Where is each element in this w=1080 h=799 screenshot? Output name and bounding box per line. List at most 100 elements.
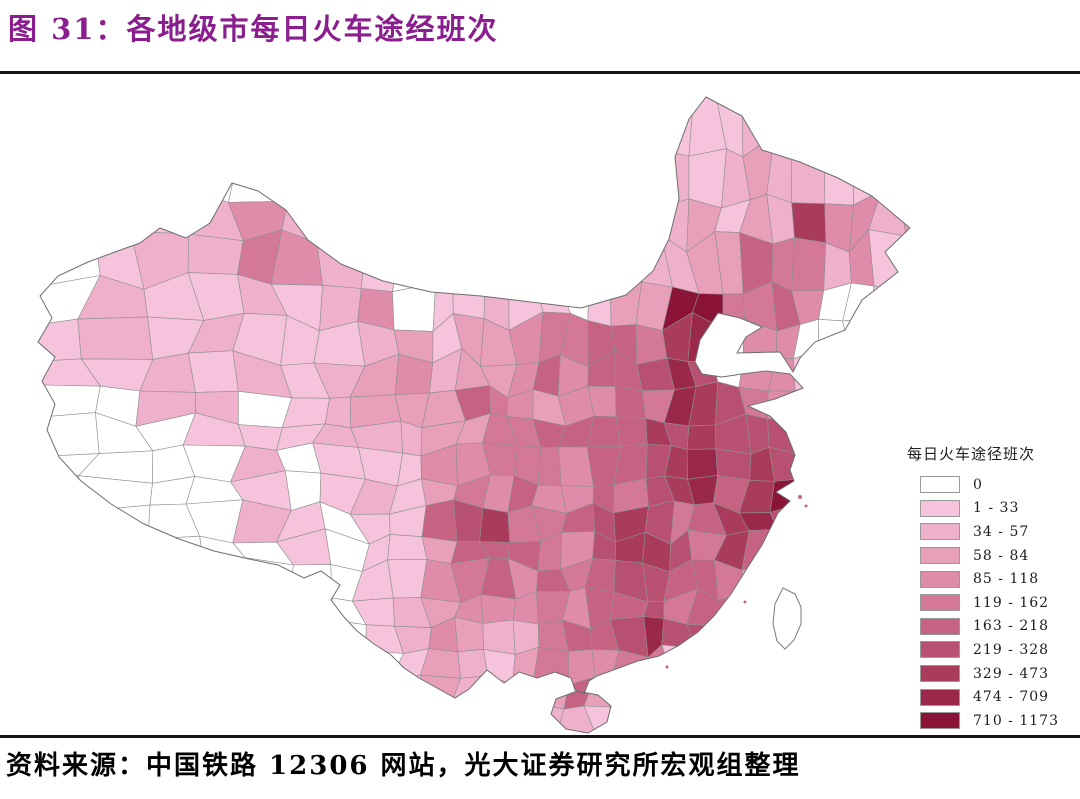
prefecture-cell — [452, 140, 491, 208]
prefecture-cell — [130, 593, 200, 627]
prefecture-cell — [849, 451, 882, 481]
prefecture-cell — [350, 134, 404, 208]
prefecture-cell — [686, 677, 716, 718]
prefecture-cell — [842, 620, 876, 656]
prefecture-cell — [535, 234, 562, 284]
prefecture-cell — [487, 675, 513, 715]
prefecture-cell — [318, 97, 361, 159]
prefecture-cell — [818, 625, 850, 656]
prefecture-cell — [869, 707, 904, 733]
prefecture-cell — [136, 703, 197, 733]
prefecture-cell — [532, 684, 570, 710]
source-note: 资料来源：中国铁路 12306 网站，光大证券研究所宏观组整理 — [6, 751, 801, 781]
prefecture-cell — [505, 97, 539, 149]
prefecture-cell — [666, 677, 690, 717]
prefecture-cell — [608, 151, 649, 201]
prefecture-cell — [490, 196, 510, 233]
prefecture-cell — [505, 144, 539, 198]
prefecture-cell — [794, 442, 828, 480]
prefecture-cell — [874, 387, 904, 414]
prefecture-cell — [187, 233, 244, 275]
prefecture-cell — [584, 97, 615, 154]
prefecture-cell — [876, 412, 904, 455]
prefecture-cell — [275, 650, 330, 686]
prefecture-cell — [146, 681, 202, 715]
legend-item: 58 - 84 — [903, 544, 1079, 568]
prefecture-cell — [868, 229, 907, 295]
prefecture-cell — [136, 560, 205, 595]
prefecture-cell — [817, 97, 854, 151]
prefecture-cell — [686, 703, 724, 733]
prefecture-cell — [741, 678, 773, 709]
prefecture-cell — [288, 564, 333, 599]
prefecture-cell — [433, 230, 456, 284]
legend-swatch — [920, 499, 960, 517]
prefecture-cell — [661, 644, 697, 682]
prefecture-cell — [275, 619, 333, 660]
prefecture-cell — [38, 646, 102, 687]
legend-item: 219 - 328 — [903, 638, 1079, 662]
prefecture-cell — [748, 620, 772, 653]
prefecture-cell — [38, 588, 97, 626]
prefecture-cell — [792, 417, 828, 454]
legend-label: 119 - 162 — [973, 594, 1050, 611]
prefecture-cell — [821, 558, 852, 597]
legend-label: 1 - 33 — [973, 500, 1020, 517]
prefecture-cell — [507, 232, 544, 295]
prefecture-cell — [482, 713, 515, 733]
legend-swatch — [920, 617, 960, 635]
prefecture-cell — [870, 285, 905, 320]
prefecture-cell — [130, 137, 186, 207]
prefecture-cell — [479, 140, 510, 208]
prefecture-cell — [479, 99, 516, 145]
prefecture-cell — [903, 232, 910, 296]
prefecture-cell — [147, 535, 205, 571]
legend-label: 710 - 1173 — [973, 712, 1059, 729]
prefecture-cell — [615, 386, 647, 419]
prefecture-cell — [818, 391, 857, 429]
prefecture-cell — [399, 186, 435, 252]
legend-item: 119 - 162 — [903, 591, 1079, 615]
prefecture-cell — [238, 587, 290, 631]
prefecture-cell — [715, 620, 751, 657]
prefecture-cell — [83, 588, 138, 621]
prefecture-cell — [771, 237, 795, 292]
prefecture-cell — [794, 504, 831, 545]
prefecture-cell — [452, 276, 486, 319]
prefecture-cell — [198, 557, 249, 595]
prefecture-cell — [845, 510, 872, 535]
prefecture-cell — [896, 313, 910, 367]
prefecture-cell — [197, 587, 249, 629]
prefecture-cell — [38, 620, 102, 659]
legend-item: 85 - 118 — [903, 567, 1079, 591]
prefecture-cell — [233, 707, 287, 733]
legend-label: 0 — [973, 476, 983, 493]
legend-item: 34 - 57 — [903, 520, 1079, 544]
prefecture-cell — [480, 594, 517, 624]
prefecture-cell — [635, 676, 674, 717]
prefecture-cell — [228, 145, 288, 203]
prefecture-cell — [429, 97, 461, 152]
prefecture-cell — [824, 145, 854, 206]
prefecture-cell — [272, 142, 323, 202]
prefecture-cell — [818, 349, 854, 400]
prefecture-cell — [869, 531, 906, 573]
prefecture-cell — [790, 150, 826, 205]
prefecture-cell — [610, 192, 649, 243]
prefecture-cell — [714, 708, 747, 733]
prefecture-cell — [423, 702, 453, 733]
prefecture-cell — [688, 148, 727, 209]
prefecture-cell — [852, 143, 882, 206]
prefecture-cell — [722, 293, 746, 330]
prefecture-cell — [768, 97, 798, 161]
prefecture-cell — [316, 229, 368, 289]
legend-label: 329 - 473 — [973, 665, 1050, 682]
prefecture-cell — [128, 644, 202, 685]
legend-label: 163 - 218 — [973, 618, 1050, 635]
prefecture-cell — [640, 97, 673, 153]
prefecture-cell — [328, 619, 367, 652]
prefecture-cell — [770, 704, 796, 733]
legend-label: 474 - 709 — [973, 689, 1050, 706]
prefecture-cell — [796, 558, 827, 596]
prefecture-cell — [77, 316, 154, 360]
